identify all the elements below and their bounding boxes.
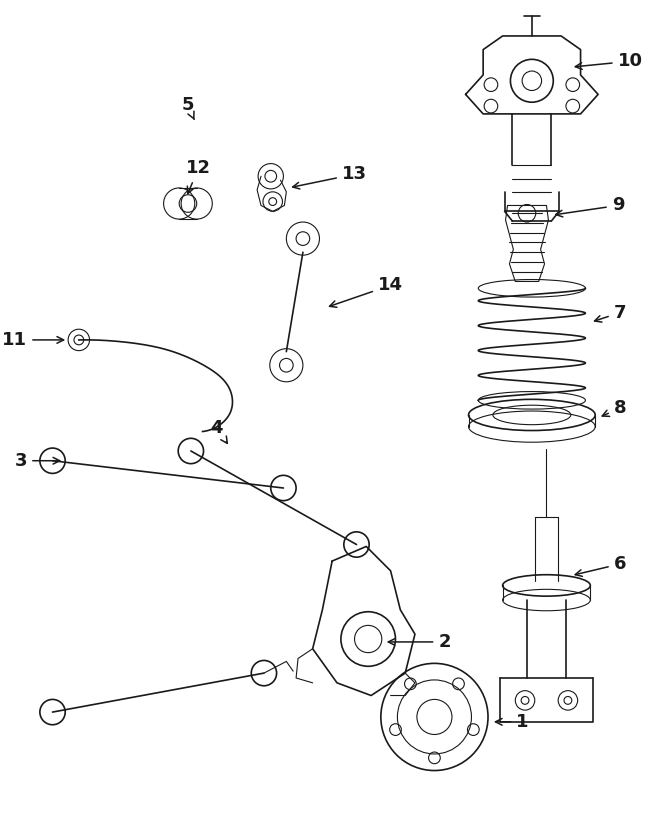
Text: 12: 12 [186, 159, 211, 194]
Text: 8: 8 [602, 399, 626, 417]
Text: 3: 3 [14, 452, 60, 469]
Text: 2: 2 [388, 633, 451, 651]
Text: 7: 7 [594, 304, 626, 322]
Text: 6: 6 [575, 555, 626, 577]
Text: 10: 10 [575, 52, 643, 70]
Text: 1: 1 [495, 713, 529, 731]
Text: 4: 4 [211, 418, 228, 443]
Text: 13: 13 [293, 165, 367, 189]
Text: 9: 9 [556, 196, 625, 217]
Text: 11: 11 [2, 331, 64, 349]
Text: 5: 5 [181, 97, 194, 120]
Text: 14: 14 [329, 276, 403, 307]
